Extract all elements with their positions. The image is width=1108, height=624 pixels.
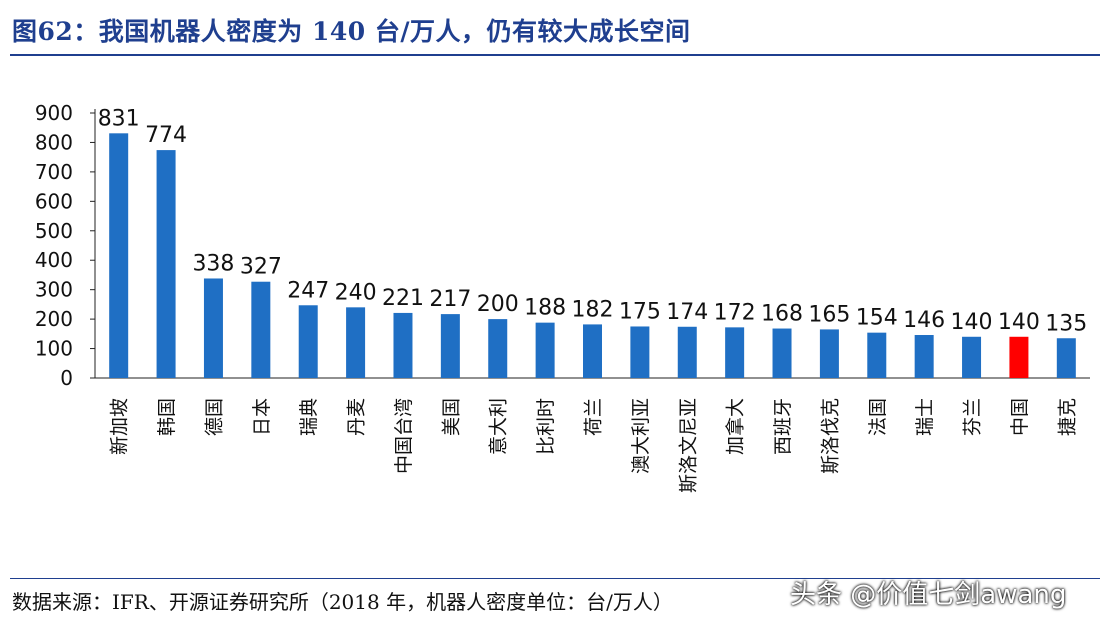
bar <box>156 150 176 378</box>
data-label: 200 <box>477 292 519 317</box>
data-label: 217 <box>429 287 471 312</box>
data-label: 146 <box>903 308 945 333</box>
y-tick-label: 900 <box>35 101 73 125</box>
bar <box>677 326 697 378</box>
category-label: 比利时 <box>535 398 557 455</box>
data-label: 831 <box>98 106 140 131</box>
data-label: 221 <box>382 286 424 311</box>
bar <box>535 322 555 378</box>
data-label: 175 <box>619 299 661 324</box>
data-label: 165 <box>808 302 850 327</box>
y-tick-label: 200 <box>35 307 73 331</box>
y-tick-label: 500 <box>35 219 73 243</box>
title-divider <box>10 54 1100 56</box>
data-label: 140 <box>951 310 993 335</box>
y-tick-label: 400 <box>35 248 73 272</box>
category-label: 德国 <box>203 398 225 436</box>
data-label: 135 <box>1045 311 1087 336</box>
y-tick-label: 600 <box>35 189 73 213</box>
bar <box>1009 336 1029 378</box>
category-label: 荷兰 <box>583 398 605 436</box>
bar <box>725 327 745 378</box>
category-label: 西班牙 <box>772 398 794 455</box>
data-label: 774 <box>145 123 187 148</box>
data-label: 327 <box>240 255 282 280</box>
bar <box>772 328 792 378</box>
data-label: 188 <box>524 296 566 321</box>
bar <box>819 329 839 378</box>
y-tick-label: 100 <box>35 337 73 361</box>
bar <box>962 336 982 378</box>
bar <box>1056 338 1076 378</box>
data-label: 172 <box>714 300 756 325</box>
y-tick-label: 700 <box>35 160 73 184</box>
category-label: 日本 <box>251 398 273 436</box>
y-tick-label: 800 <box>35 130 73 154</box>
chart-title: 图62：我国机器人密度为 140 台/万人，仍有较大成长空间 <box>12 17 691 46</box>
category-label: 法国 <box>867 398 889 436</box>
category-label: 美国 <box>440 398 462 436</box>
data-label: 174 <box>666 300 708 325</box>
data-label: 338 <box>192 251 234 276</box>
category-label: 加拿大 <box>724 398 747 455</box>
category-label: 丹麦 <box>346 398 368 436</box>
data-label: 140 <box>998 310 1040 335</box>
bar <box>203 278 223 378</box>
category-label: 中国 <box>1009 398 1031 436</box>
category-label: 意大利 <box>488 398 510 455</box>
watermark: 头条 @价值七剑awang <box>790 580 1067 610</box>
bar <box>440 314 460 378</box>
bar <box>346 307 366 378</box>
category-label: 新加坡 <box>109 398 131 455</box>
source-divider <box>10 578 1100 579</box>
bar <box>298 305 318 378</box>
bar-chart: 0 100 200 300 400 500 600 700 800 900 831 新加坡 774 韩国 3… <box>35 101 1090 493</box>
data-label: 247 <box>287 278 329 303</box>
data-label: 240 <box>335 280 377 305</box>
y-tick-label: 0 <box>60 366 73 390</box>
category-label: 斯洛伐克 <box>819 398 841 474</box>
category-label: 瑞士 <box>914 398 936 436</box>
category-label: 斯洛文尼亚 <box>677 398 699 493</box>
bar <box>583 324 602 378</box>
data-label: 182 <box>572 297 614 322</box>
bar <box>393 312 413 378</box>
data-label: 154 <box>856 306 898 331</box>
category-label: 韩国 <box>156 398 178 436</box>
bar <box>488 319 508 378</box>
bar <box>109 133 129 378</box>
bar <box>630 326 650 378</box>
data-label: 168 <box>761 302 803 327</box>
source-note: 数据来源：IFR、开源证券研究所（2018 年，机器人密度单位：台/万人） <box>12 590 673 614</box>
category-label: 捷克 <box>1056 398 1078 436</box>
category-label: 芬兰 <box>962 398 984 436</box>
bar <box>867 332 887 378</box>
bar <box>914 335 934 378</box>
category-label: 澳大利亚 <box>630 398 652 474</box>
category-label: 瑞典 <box>298 398 320 436</box>
y-tick-label: 300 <box>35 278 73 302</box>
category-label: 中国台湾 <box>393 398 415 474</box>
bar <box>251 281 271 378</box>
